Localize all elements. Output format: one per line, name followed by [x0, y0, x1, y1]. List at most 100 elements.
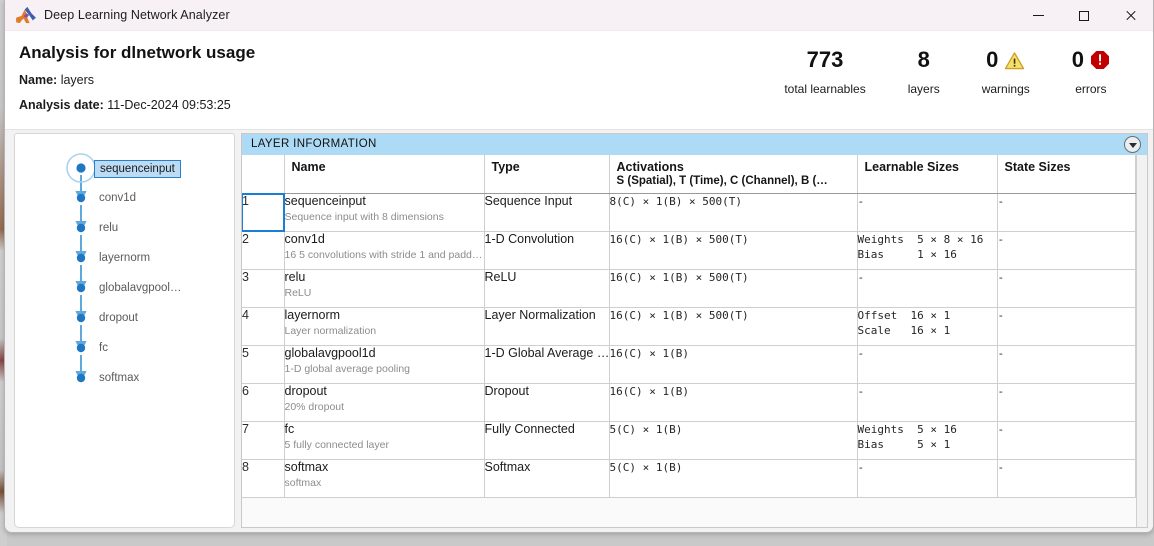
- col-header-name[interactable]: Name: [284, 155, 485, 194]
- layer-description: softmax: [284, 476, 322, 489]
- row-index[interactable]: 2: [242, 231, 285, 270]
- row-state-sizes[interactable]: -: [997, 421, 1136, 460]
- row-name-cell[interactable]: softmax softmax: [284, 459, 485, 498]
- layer-description: 5 fully connected layer: [284, 438, 389, 451]
- row-activations[interactable]: 16(C) × 1(B) × 500(T): [609, 269, 858, 308]
- table-row[interactable]: 5 globalavgpool1d 1-D global average poo…: [242, 345, 1136, 384]
- col-header-learnable-sizes[interactable]: Learnable Sizes: [857, 155, 998, 194]
- table-row[interactable]: 4 layernorm Layer normalization Layer No…: [242, 307, 1136, 346]
- row-index[interactable]: 6: [242, 383, 285, 422]
- row-type[interactable]: ReLU: [484, 269, 610, 308]
- table-header-row: Name Type Activations S (Spatial), T (Ti…: [242, 155, 1136, 194]
- row-name-cell[interactable]: sequenceinput Sequence input with 8 dime…: [284, 193, 485, 232]
- row-name-cell[interactable]: layernorm Layer normalization: [284, 307, 485, 346]
- graph-node-globalavgpool[interactable]: globalavgpool…: [99, 282, 182, 294]
- row-state-sizes[interactable]: -: [997, 231, 1136, 270]
- stat-value: 773: [806, 47, 844, 72]
- table-row[interactable]: 3 relu ReLU ReLU 16(C) × 1(B) × 500(T) -…: [242, 269, 1136, 308]
- row-learnable-sizes[interactable]: -: [857, 345, 998, 384]
- row-learnable-sizes[interactable]: Weights 5 × 16 Bias 5 × 1: [857, 421, 998, 460]
- analysis-date-line: Analysis date: 11-Dec-2024 09:53:25: [19, 98, 231, 112]
- layer-description: 20% dropout: [284, 400, 345, 413]
- row-activations[interactable]: 5(C) × 1(B): [609, 421, 858, 460]
- row-learnable-sizes[interactable]: -: [857, 193, 998, 232]
- row-state-sizes[interactable]: -: [997, 193, 1136, 232]
- row-index[interactable]: 4: [242, 307, 285, 346]
- graph-node-conv1d[interactable]: conv1d: [99, 192, 137, 204]
- layer-name: globalavgpool1d: [284, 345, 376, 360]
- row-activations[interactable]: 16(C) × 1(B): [609, 345, 858, 384]
- row-type[interactable]: 1-D Convolution: [484, 231, 610, 270]
- row-learnable-sizes[interactable]: -: [857, 269, 998, 308]
- graph-node-dropout[interactable]: dropout: [99, 312, 139, 324]
- row-name-cell[interactable]: fc 5 fully connected layer: [284, 421, 485, 460]
- network-analyzer-window: Deep Learning Network Analyzer Analysis …: [4, 0, 1154, 533]
- row-type[interactable]: Fully Connected: [484, 421, 610, 460]
- col-header-type[interactable]: Type: [484, 155, 610, 194]
- row-learnable-sizes[interactable]: -: [857, 459, 998, 498]
- row-name-cell[interactable]: relu ReLU: [284, 269, 485, 308]
- maximize-button[interactable]: [1061, 0, 1107, 31]
- row-index[interactable]: 3: [242, 269, 285, 308]
- row-learnable-sizes[interactable]: Offset 16 × 1 Scale 16 × 1: [857, 307, 998, 346]
- row-name-cell[interactable]: conv1d 16 5 convolutions with stride 1 a…: [284, 231, 485, 270]
- row-type[interactable]: 1-D Global Average …: [484, 345, 610, 384]
- row-state-sizes[interactable]: -: [997, 307, 1136, 346]
- row-activations[interactable]: 16(C) × 1(B): [609, 383, 858, 422]
- col-header-activations-label: Activations: [616, 160, 684, 174]
- row-type[interactable]: Sequence Input: [484, 193, 610, 232]
- stat-value: 0: [1071, 47, 1084, 72]
- layer-name: relu: [284, 269, 306, 284]
- minimize-button[interactable]: [1015, 0, 1061, 31]
- graph-node-layernorm[interactable]: layernorm: [99, 252, 151, 264]
- layer-table-scroll[interactable]: Name Type Activations S (Spatial), T (Ti…: [242, 155, 1147, 527]
- graph-node-relu[interactable]: relu: [99, 222, 119, 234]
- graph-node-sequenceinput[interactable]: sequenceinput: [94, 160, 181, 178]
- row-learnable-sizes[interactable]: -: [857, 383, 998, 422]
- col-header-activations[interactable]: Activations S (Spatial), T (Time), C (Ch…: [609, 155, 858, 194]
- table-row[interactable]: 2 conv1d 16 5 convolutions with stride 1…: [242, 231, 1136, 270]
- row-type[interactable]: Dropout: [484, 383, 610, 422]
- col-header-index[interactable]: [242, 155, 285, 194]
- stat-label: warnings: [981, 82, 1030, 96]
- collapse-panel-button[interactable]: [1124, 136, 1141, 153]
- row-learnable-sizes[interactable]: Weights 5 × 8 × 16 Bias 1 × 16: [857, 231, 998, 270]
- row-index[interactable]: 5: [242, 345, 285, 384]
- row-state-sizes[interactable]: -: [997, 459, 1136, 498]
- row-state-sizes[interactable]: -: [997, 269, 1136, 308]
- table-row[interactable]: 8 softmax softmax Softmax 5(C) × 1(B) - …: [242, 459, 1136, 498]
- row-index[interactable]: 7: [242, 421, 285, 460]
- row-index[interactable]: 8: [242, 459, 285, 498]
- background-content-strip: [0, 0, 7, 546]
- maximize-icon: [1079, 10, 1089, 21]
- layer-name: fc: [284, 421, 295, 436]
- minimize-icon: [1032, 15, 1044, 16]
- table-right-gutter: [1135, 155, 1147, 527]
- layer-information-pane: LAYER INFORMATION: [241, 133, 1148, 528]
- row-index[interactable]: 1: [242, 192, 285, 232]
- layer-name: softmax: [284, 459, 329, 474]
- graph-node-fc[interactable]: fc: [99, 342, 108, 354]
- stat-warnings: 0 warnings: [961, 45, 1051, 97]
- table-row[interactable]: 7 fc 5 fully connected layer Fully Conne…: [242, 421, 1136, 460]
- stat-value: 8: [917, 47, 930, 72]
- network-name-line: Name: layers: [19, 73, 94, 87]
- analysis-header: Analysis for dlnetwork usage Name: layer…: [5, 31, 1153, 130]
- row-activations[interactable]: 16(C) × 1(B) × 500(T): [609, 307, 858, 346]
- row-activations[interactable]: 8(C) × 1(B) × 500(T): [609, 193, 858, 232]
- row-activations[interactable]: 16(C) × 1(B) × 500(T): [609, 231, 858, 270]
- row-activations[interactable]: 5(C) × 1(B): [609, 459, 858, 498]
- graph-node-softmax[interactable]: softmax: [99, 372, 140, 384]
- row-type[interactable]: Layer Normalization: [484, 307, 610, 346]
- row-state-sizes[interactable]: -: [997, 383, 1136, 422]
- table-row[interactable]: 6 dropout 20% dropout Dropout 16(C) × 1(…: [242, 383, 1136, 422]
- col-header-state-sizes[interactable]: State Sizes: [997, 155, 1136, 194]
- row-type[interactable]: Softmax: [484, 459, 610, 498]
- warning-triangle-icon: [1005, 51, 1025, 69]
- row-state-sizes[interactable]: -: [997, 345, 1136, 384]
- row-name-cell[interactable]: globalavgpool1d 1-D global average pooli…: [284, 345, 485, 384]
- row-name-cell[interactable]: dropout 20% dropout: [284, 383, 485, 422]
- network-graph-pane[interactable]: sequenceinput conv1d relu layernorm glob…: [14, 133, 235, 528]
- table-row[interactable]: 1 sequenceinput Sequence input with 8 di…: [242, 192, 1136, 232]
- close-button[interactable]: [1107, 0, 1153, 31]
